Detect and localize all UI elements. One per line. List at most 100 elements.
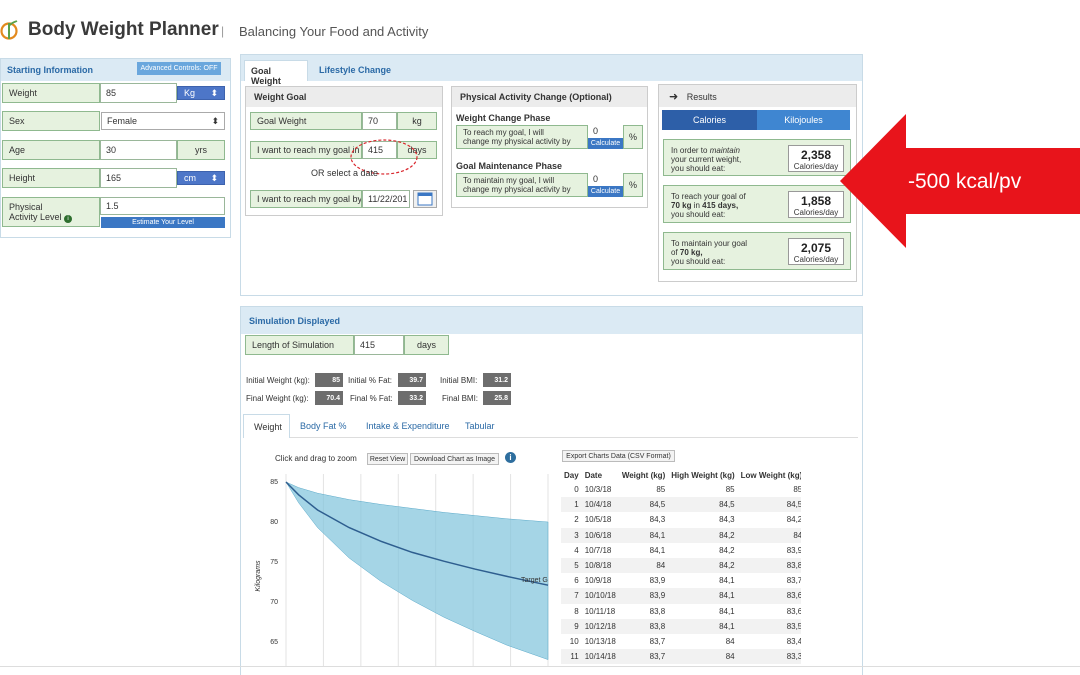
maint-activity-input[interactable]: 0 [588,173,623,184]
table-cell: 84,2 [719,545,735,555]
table-cell: 10/14/18 [581,649,619,665]
results-section: ➜ Results [658,84,857,282]
table-cell: 83,6 [786,606,801,616]
table-header-cell: Day [564,470,579,480]
y-axis-label: Kilograms [255,560,262,592]
goal-weight-unit: kg [397,112,437,130]
r1-line3: you should eat: [671,164,726,173]
tab-goal-weight[interactable]: Goal Weight [244,60,308,86]
tab-kilojoules[interactable]: Kilojoules [757,110,850,130]
initial-fat-value: 39.7 [398,373,426,387]
tab-calories[interactable]: Calories [662,110,757,130]
age-input[interactable]: 30 [100,140,177,160]
activity-label-text: Activity Level [9,211,62,222]
weight-input[interactable]: 85 [100,83,177,103]
tab-body-fat[interactable]: Body Fat % [300,421,347,431]
table-row: 11 10/14/18 83,7 84 83,3 [561,649,801,665]
table-cell: 83,9 [786,545,801,555]
calculate-button-1[interactable]: Calculate [588,138,623,149]
estimate-level-button[interactable]: Estimate Your Level [101,217,225,228]
confidence-band [285,481,549,660]
result-2-value-box: 1,858 Calories/day [788,191,844,218]
table-cell: 11 [561,649,582,665]
table-cell: 84,1 [618,527,669,543]
table-row: 0 10/3/18 85 85 85 [561,482,801,497]
tab-intake-expenditure[interactable]: Intake & Expenditure [366,421,450,431]
calendar-icon[interactable] [413,190,437,208]
table-cell: 10/6/18 [581,527,619,543]
goal-weight-input[interactable]: 70 [362,112,397,130]
initial-fat-label: Initial % Fat: [348,376,393,385]
height-input[interactable]: 165 [100,168,177,188]
tab-weight[interactable]: Weight [243,414,290,438]
r2-line2-mid: in [693,201,700,210]
sex-select[interactable]: Female ⬍ [101,112,225,130]
app-title: Body Weight Planner [28,19,219,40]
table-cell: 84,1 [719,606,735,616]
weight-goal-section: Weight Goal [245,86,443,216]
app-subtitle: Balancing Your Food and Activity [239,24,429,39]
table-cell: 84,3 [649,515,666,525]
activity-level-input[interactable]: 1.5 [100,197,225,215]
table-cell: 83,5 [737,618,801,634]
weight-unit-select[interactable]: Kg ⬍ [177,86,225,100]
simulation-length-label: Length of Simulation [245,335,354,355]
reach-goal-by-label: I want to reach my goal by [250,190,362,208]
reach-goal-date-input[interactable]: 11/22/201 [362,190,410,208]
table-cell: 83,9 [618,588,669,604]
table-cell: 10/9/18 [584,576,612,586]
tab-lifestyle-change[interactable]: Lifestyle Change [319,65,392,75]
advanced-controls-toggle[interactable]: Advanced Controls: OFF [137,62,221,75]
table-cell: 5 [561,557,582,574]
table-cell: 4 [574,545,579,555]
result-1-value-box: 2,358 Calories/day [788,145,844,172]
app-logo-icon [0,20,18,40]
export-csv-button[interactable]: Export Charts Data (CSV Format) [562,450,675,462]
table-cell: 85 [656,485,666,495]
weight-chart[interactable]: 85 80 75 70 65 Kilograms Target G [248,466,550,666]
r3-line1: To maintain your goal [671,239,748,248]
change-activity-unit: % [623,125,643,149]
weight-label: Weight [2,83,100,103]
table-cell: 84 [618,557,669,574]
height-unit-select[interactable]: cm ⬍ [177,171,225,185]
table-cell: 10/10/18 [581,588,619,604]
weight-change-phase-title: Weight Change Phase [456,113,551,123]
result-2-text: To reach your goal of 70 kg in 415 days,… [671,192,746,219]
result-3-value-box: 2,075 Calories/day [788,238,844,265]
table-row: 7 10/10/18 83,9 84,1 83,6 [561,588,801,604]
table-cell: 7 [561,588,582,604]
final-fat-label: Final % Fat: [350,394,393,403]
final-weight-label: Final Weight (kg): [246,394,309,403]
calculate-button-2[interactable]: Calculate [588,186,623,197]
maint-text-line2: change my physical activity by [463,185,571,194]
download-chart-button[interactable]: Download Chart as Image [410,453,499,465]
table-cell: 84,5 [737,497,801,513]
reset-view-button[interactable]: Reset View [367,453,408,465]
r1-line1-em: maintain [709,146,740,155]
simulation-length-input[interactable]: 415 [354,335,404,355]
weight-series-line [285,481,549,586]
tab-tabular[interactable]: Tabular [465,421,495,431]
y-tick-label: 70 [270,599,278,606]
r2-line2-bold: 70 kg [671,201,692,210]
table-row: 1 10/4/18 84,5 84,5 84,5 [561,497,801,513]
table-cell: 3 [561,527,582,543]
age-unit: yrs [177,140,225,160]
table-cell: 10/12/18 [581,618,619,634]
result-1-text: In order to maintain your current weight… [671,146,741,173]
reach-goal-in-label: I want to reach my goal in [250,141,362,159]
info-icon[interactable]: i [64,214,73,223]
result-3-value: 2,075 [800,241,832,255]
sex-value: Female [107,116,138,126]
change-activity-input[interactable]: 0 [588,125,623,136]
result-maintain-goal: To maintain your goal of 70 kg, you shou… [663,232,851,270]
table-cell: 84,2 [786,515,801,525]
info-icon[interactable]: i [505,452,516,463]
height-unit-value: cm [184,173,196,183]
reach-goal-days-input[interactable]: 415 [362,141,397,159]
table-cell: 10/5/18 [584,515,612,525]
table-cell: 10/15/18 [582,664,619,668]
results-title: Results [686,92,717,102]
result-1-value: 2,358 [800,148,832,162]
